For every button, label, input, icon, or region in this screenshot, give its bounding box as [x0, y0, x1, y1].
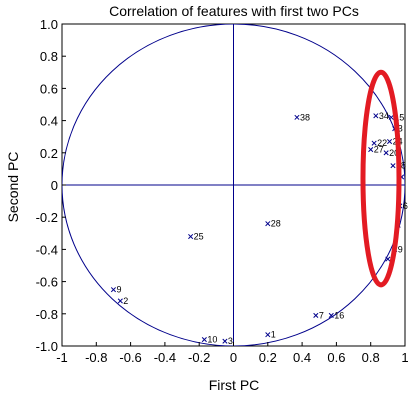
plot-area: -1 -0.8 -0.6 -0.4 -0.2 0 0.2 0.4 0.6 0.8 1 -1.0 -0.8…: [36, 17, 409, 365]
data-label: 1: [271, 330, 276, 340]
y-tick-label: 0.2: [40, 146, 58, 161]
data-point: [373, 113, 379, 119]
y-tick-label: -0.2: [36, 210, 58, 225]
data-point: [385, 256, 391, 262]
data-label: 16: [334, 310, 344, 320]
data-label: 9: [116, 285, 121, 295]
x-tick-label: -1: [56, 350, 68, 365]
data-point: [371, 140, 377, 146]
data-label: 38: [300, 112, 310, 122]
data-point: [265, 332, 271, 338]
data-point: [117, 298, 123, 304]
data-point: [110, 287, 117, 293]
x-tick-label: 0.8: [362, 350, 380, 365]
data-point: [294, 114, 300, 120]
y-tick-label: -1.0: [36, 339, 58, 354]
y-tick-label: -0.4: [36, 242, 58, 257]
data-label: 7: [319, 310, 324, 320]
x-tick-label: 0: [230, 350, 237, 365]
data-label: 6: [403, 201, 408, 211]
data-point: [265, 221, 271, 227]
data-label: 9: [398, 244, 403, 254]
y-tick-label: 0.4: [40, 114, 58, 129]
x-tick-label: -0.8: [85, 350, 107, 365]
data-point: [328, 312, 334, 318]
y-tick-label: 0.6: [40, 81, 58, 96]
highlight-ellipse: [360, 69, 402, 288]
data-label: 22: [377, 138, 387, 148]
data-label: 27: [374, 145, 384, 155]
data-point: [201, 337, 207, 343]
data-label: 3: [398, 124, 403, 134]
data-label: 2: [123, 296, 128, 306]
chart-title: Correlation of features with first two P…: [109, 3, 359, 19]
data-point: [368, 147, 374, 153]
data-point: [313, 312, 319, 318]
data-point: [390, 163, 396, 169]
x-tick-label: 1: [401, 350, 408, 365]
data-label: 15: [394, 112, 404, 122]
x-tick-label: -0.4: [154, 350, 176, 365]
x-axis-label: First PC: [209, 377, 260, 393]
data-label: 10: [207, 335, 217, 345]
data-point: [188, 233, 194, 240]
data-point: [388, 114, 394, 120]
data-label: 28: [271, 219, 281, 229]
data-label: 25: [194, 232, 204, 242]
y-tick-label: -0.6: [36, 275, 58, 290]
y-axis-label: Second PC: [5, 152, 21, 223]
y-tick-label: 1.0: [40, 17, 58, 32]
x-tick-label: -0.6: [119, 350, 141, 365]
x-tick-label: 0.6: [327, 350, 345, 365]
data-label: 3: [228, 336, 233, 346]
x-tick-label: 0.2: [259, 350, 277, 365]
data-label: 34: [379, 111, 389, 121]
data-point: [387, 138, 393, 145]
x-tick-label: -0.2: [188, 350, 210, 365]
y-tick-label: 0.8: [40, 49, 58, 64]
y-tick-label: 0: [51, 178, 58, 193]
data-point: [222, 338, 228, 344]
y-tick-label: -0.8: [36, 307, 58, 322]
x-tick-label: 0.4: [293, 350, 311, 365]
data-label: 20: [389, 148, 399, 158]
data-point: [383, 150, 389, 156]
